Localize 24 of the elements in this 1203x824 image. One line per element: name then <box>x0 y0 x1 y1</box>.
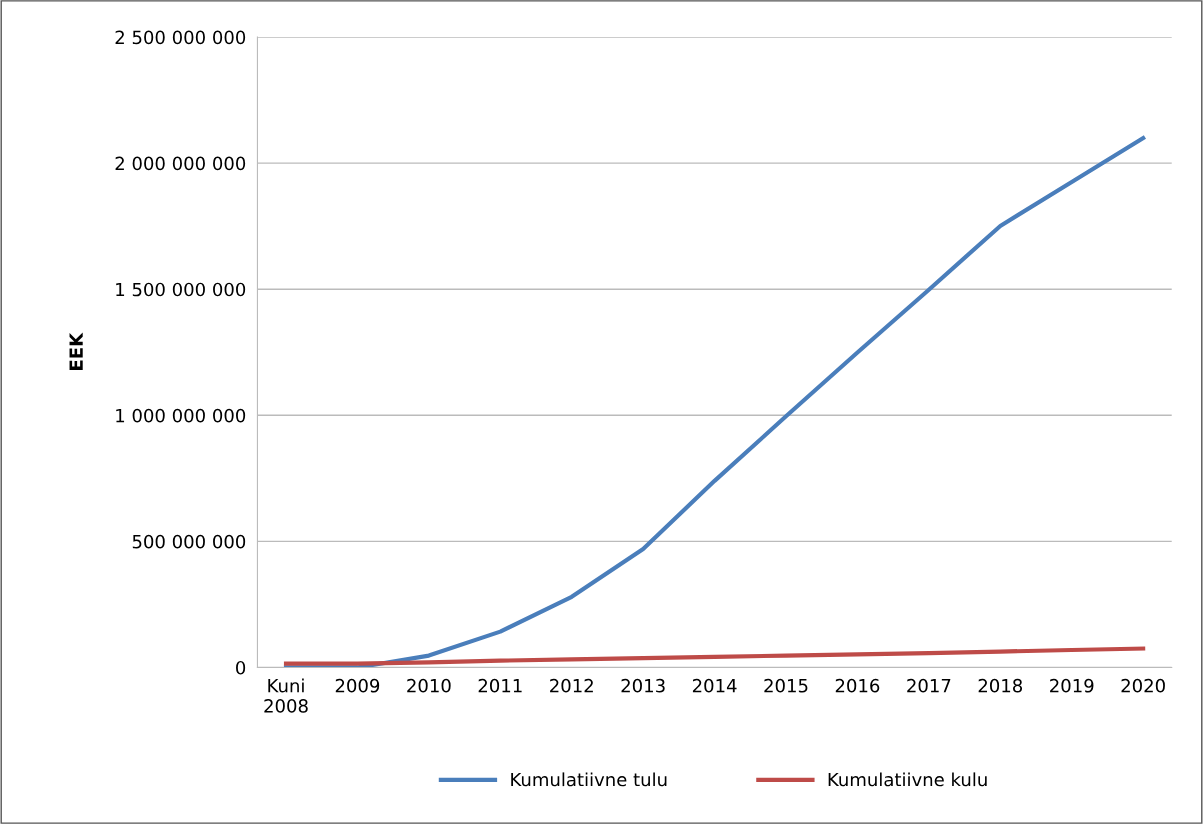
x-tick-label: 2015 <box>764 678 808 693</box>
x-tick-label: 2020 <box>1121 678 1165 693</box>
x-tick-label: 2009 <box>335 678 380 693</box>
x-tick-label: Kuni 2008 <box>264 678 308 713</box>
y-tick-label: 1 500 000 000 <box>116 282 246 297</box>
line-series <box>283 136 1146 668</box>
line-series <box>283 646 1146 666</box>
y-tick-label: 2 500 000 000 <box>115 30 246 45</box>
y-tick-label: 1 000 000 000 <box>116 408 246 423</box>
x-tick-label: 2011 <box>478 678 522 693</box>
y-tick-label: 0 <box>236 660 246 675</box>
x-tick-label: 2016 <box>835 678 880 693</box>
legend-label: Kumulatiivne tulu <box>511 772 667 787</box>
x-tick-label: 2012 <box>550 678 593 693</box>
y-tick-label: 500 000 000 <box>132 534 246 549</box>
x-tick-label: 2017 <box>907 678 951 693</box>
x-tick-label: 2018 <box>978 678 1023 693</box>
y-tick-label: 2 000 000 000 <box>115 156 246 171</box>
legend-label: Kumulatiivne kulu <box>828 772 987 787</box>
x-tick-label: 2014 <box>692 678 737 693</box>
y-axis-title: EEK <box>69 332 83 370</box>
x-tick-label: 2010 <box>407 678 451 693</box>
x-tick-label: 2019 <box>1050 678 1094 693</box>
x-tick-label: 2013 <box>621 678 665 693</box>
